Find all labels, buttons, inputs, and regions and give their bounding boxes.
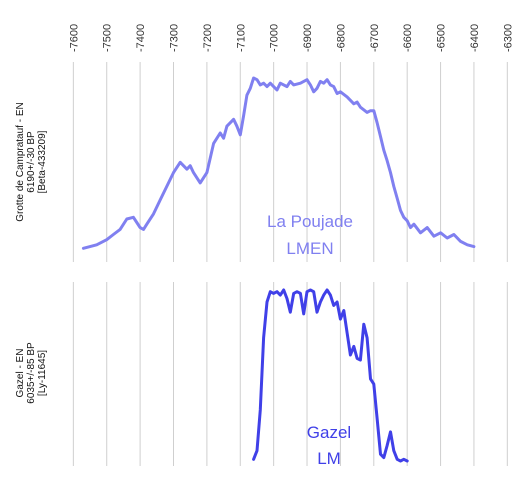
sample-label-line: Grotte de Campratauf - EN bbox=[15, 102, 26, 222]
panel-sample-label: Gazel - EN6035+/-85 BP[Ly-11645] bbox=[15, 342, 48, 404]
x-axis-tick-labels: -7600 -7500 -7400 -7300 -7200 -7100 -7000 -6900… bbox=[68, 24, 514, 52]
x-tick-label: -6800 bbox=[335, 24, 347, 52]
x-tick-label: -7300 bbox=[169, 24, 181, 52]
panel-annotation: La Poujade bbox=[267, 212, 353, 231]
x-tick-label: -7200 bbox=[202, 24, 214, 52]
panel-sample-label: Grotte de Campratauf - EN6190+/-30 BP[Be… bbox=[15, 102, 48, 222]
x-tick-label: -6500 bbox=[436, 24, 448, 52]
sample-label-line: 6035+/-85 BP bbox=[26, 342, 37, 404]
panel-annotation: LM bbox=[317, 449, 341, 468]
x-tick-label: -6600 bbox=[402, 24, 414, 52]
x-tick-label: -7600 bbox=[68, 24, 80, 52]
x-tick-label: -6700 bbox=[369, 24, 381, 52]
sample-label-line: 6190+/-30 BP bbox=[26, 131, 37, 193]
x-tick-label: -7500 bbox=[102, 24, 114, 52]
panels: Grotte de Campratauf - EN6190+/-30 BP[Be… bbox=[15, 76, 476, 468]
x-tick-label: -7400 bbox=[135, 24, 147, 52]
x-tick-label: -6900 bbox=[302, 24, 314, 52]
panel-2: Gazel - EN6035+/-85 BP[Ly-11645] Gazel LM bbox=[15, 288, 409, 468]
panel-annotation: LMEN bbox=[286, 239, 333, 258]
probability-curve bbox=[81, 76, 476, 250]
x-tick-label: -7000 bbox=[269, 24, 281, 52]
sample-label-line: [Beta-433209] bbox=[37, 130, 48, 193]
gridlines bbox=[72, 62, 508, 466]
x-tick-label: -6400 bbox=[469, 24, 481, 52]
probability-curve bbox=[252, 288, 409, 463]
sample-label-line: Gazel - EN bbox=[15, 349, 26, 398]
sample-label-line: [Ly-11645] bbox=[37, 350, 48, 396]
x-tick-label: -7100 bbox=[235, 24, 247, 52]
panel-1: Grotte de Campratauf - EN6190+/-30 BP[Be… bbox=[15, 76, 476, 258]
panel-annotation: Gazel bbox=[307, 423, 351, 442]
x-tick-label: -6300 bbox=[502, 24, 514, 52]
